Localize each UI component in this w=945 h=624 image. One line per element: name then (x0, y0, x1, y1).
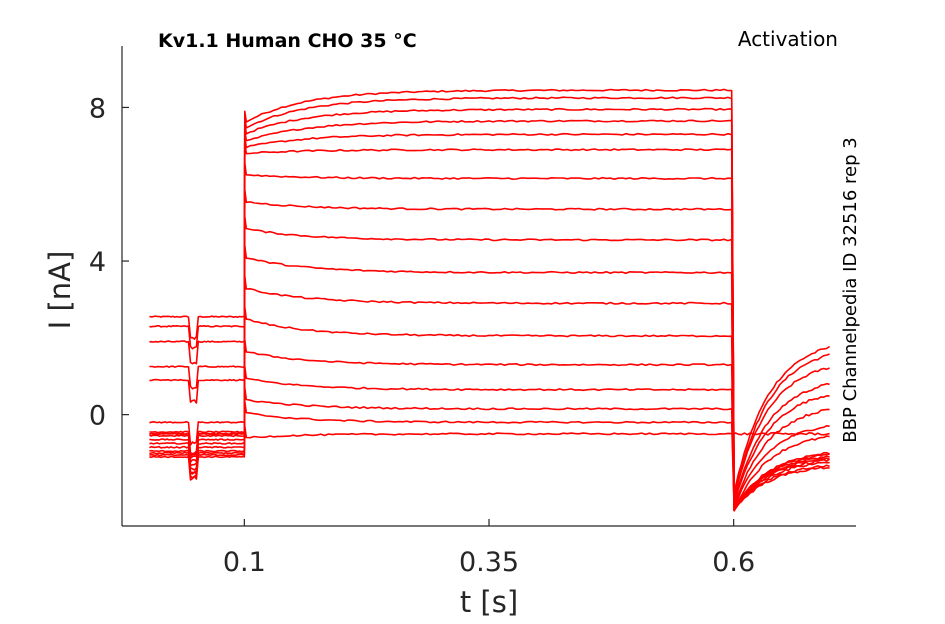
y-ticks: 0 4 8 (89, 93, 129, 432)
current-trace (149, 119, 830, 504)
chart-title: Kv1.1 Human CHO 35 °C (158, 30, 417, 52)
x-tick-label: 0.6 (712, 547, 755, 578)
current-trace (149, 189, 830, 512)
x-tick-label: 0.35 (459, 547, 519, 578)
current-traces (149, 88, 831, 512)
protocol-label: Activation (738, 27, 838, 51)
x-axis-label: t [s] (460, 585, 518, 619)
current-trace (149, 141, 830, 508)
current-trace (149, 96, 830, 500)
current-trace (149, 132, 830, 506)
current-trace (149, 400, 830, 512)
source-label: BBP Channelpedia ID 32516 rep 3 (840, 137, 861, 442)
current-trace (149, 425, 830, 458)
current-trace (149, 306, 830, 512)
current-trace (149, 162, 830, 510)
current-trace (149, 244, 830, 512)
x-ticks: 0.1 0.35 0.6 (223, 519, 755, 578)
current-trace (149, 88, 831, 497)
y-tick-label: 8 (89, 93, 106, 124)
current-trace (149, 365, 830, 512)
current-trace (149, 107, 830, 500)
y-tick-label: 4 (89, 247, 106, 278)
x-tick-label: 0.1 (223, 547, 266, 578)
y-tick-label: 0 (89, 401, 106, 432)
current-trace (149, 339, 831, 512)
current-trace (149, 216, 830, 512)
y-axis-label: I [nA] (43, 251, 77, 330)
current-trace (149, 275, 830, 512)
current-trace (149, 387, 830, 512)
